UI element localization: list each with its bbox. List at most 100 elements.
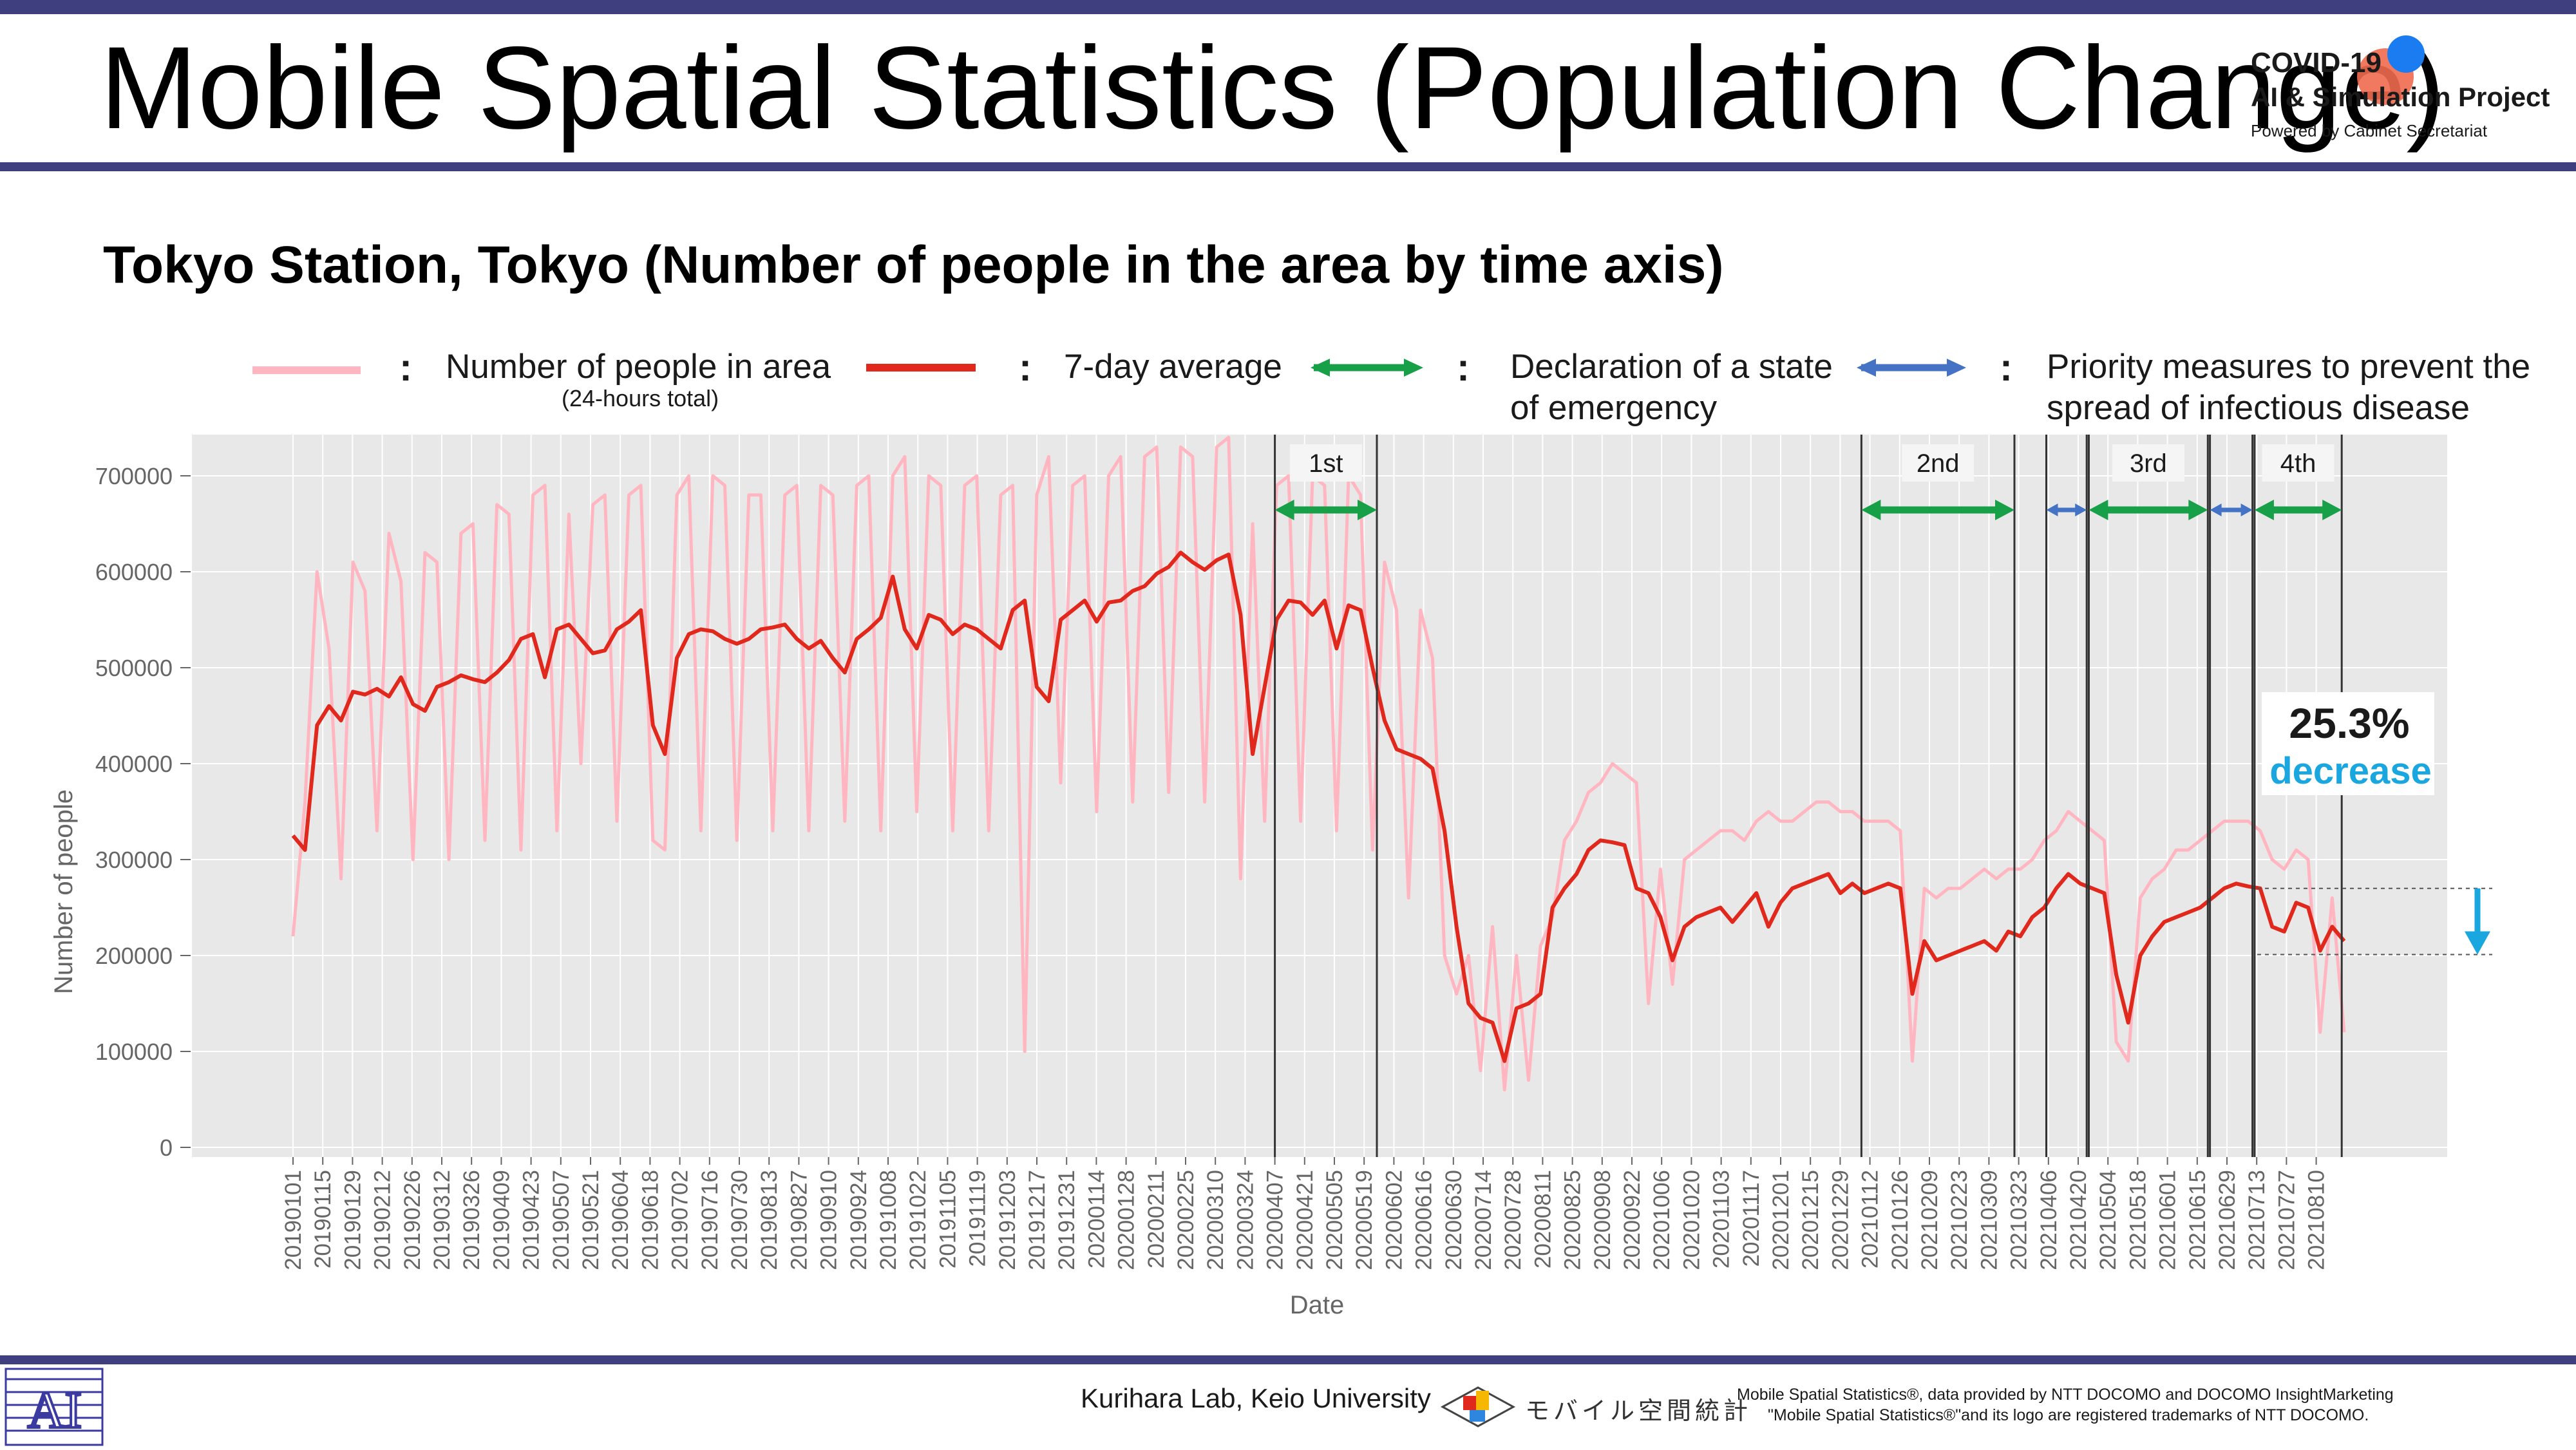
x-tick-label: 20210615	[2185, 1170, 2210, 1270]
x-tick-label: 20190115	[310, 1170, 336, 1268]
y-tick-label: 700000	[95, 463, 173, 489]
population-line-chart: 1st 2nd 3rd 4th 0 100000 200000 300000 400000 50…	[50, 435, 2492, 1319]
x-tick-label: 20190129	[340, 1170, 365, 1270]
x-tick-label: 20191217	[1025, 1170, 1050, 1270]
x-tick-label: 20190409	[489, 1170, 514, 1270]
period-arrow-head	[2254, 500, 2274, 520]
x-tick-label: 20210629	[2215, 1170, 2240, 1270]
y-tick-label: 400000	[95, 751, 173, 777]
logo-line2: AI & Simulation Project	[2251, 82, 2550, 112]
x-tick-label: 20190423	[519, 1170, 544, 1270]
logo-blue-circle	[2387, 35, 2425, 73]
y-tick-label: 600000	[95, 559, 173, 585]
x-tick-label: 20190827	[786, 1170, 811, 1270]
x-tick-label: 20210223	[1947, 1170, 1972, 1270]
x-tick-label: 20190924	[846, 1170, 871, 1270]
x-tick-label: 20190604	[608, 1170, 633, 1270]
period-arrow-head	[1995, 500, 2014, 520]
x-tick-label: 20190730	[727, 1170, 752, 1270]
x-tick-label: 20190326	[459, 1170, 484, 1270]
y-tick-label: 300000	[95, 847, 173, 873]
x-tick-label: 20200128	[1114, 1170, 1139, 1270]
period-arrow-head	[1274, 500, 1294, 520]
annotation-percent: 25.3%	[2289, 699, 2409, 747]
x-tick-label: 20210309	[1976, 1170, 2002, 1270]
decrease-annotation: 25.3% decrease	[2257, 692, 2492, 956]
avg-series-layer	[291, 551, 2346, 1063]
x-tick-label: 20210518	[2125, 1170, 2150, 1270]
x-tick-label: 20210126	[1888, 1170, 1913, 1270]
x-tick-label: 20191008	[876, 1170, 901, 1270]
x-tick-label: 20210727	[2274, 1170, 2299, 1270]
covid-project-logo: COVID-19 AI & Simulation Project Powered…	[2251, 35, 2560, 151]
x-tick-label: 20190312	[430, 1170, 455, 1270]
x-tick-label: 20200407	[1263, 1170, 1288, 1270]
x-tick-label: 20200211	[1144, 1170, 1169, 1268]
x-tick-label: 20200630	[1441, 1170, 1466, 1270]
x-tick-label: 20200714	[1471, 1170, 1496, 1270]
legend-priority-arrow	[1857, 359, 1966, 377]
x-tick-label: 20210209	[1917, 1170, 1942, 1270]
y-tick-label: 200000	[95, 943, 173, 969]
x-tick-label: 20201201	[1768, 1170, 1794, 1270]
y-tick-labels: 0 100000 200000 300000 400000 500000 600000 700…	[95, 463, 191, 1161]
period-label: 3rd	[2130, 449, 2167, 478]
y-axis-title: Number of people	[50, 789, 78, 994]
legend-colon-4: :	[2000, 346, 2012, 389]
period-label-box	[2262, 444, 2334, 482]
x-tick-label: 20200421	[1293, 1170, 1318, 1270]
legend-colon-3: :	[1457, 346, 1470, 389]
x-tick-label: 20190618	[638, 1170, 663, 1270]
legend-avg-label: 7-day average	[1064, 348, 1282, 386]
legend-daily-sublabel: (24-hours total)	[562, 385, 719, 411]
avg-series-line	[291, 551, 2346, 1063]
svg-text:AI: AI	[28, 1382, 82, 1439]
x-axis-title: Date	[1290, 1291, 1345, 1319]
y-tick-label: 500000	[95, 655, 173, 681]
x-tick-label: 20200825	[1560, 1170, 1586, 1270]
logo-line3: Powered by Cabinet Secretariat	[2251, 121, 2488, 140]
x-tick-label: 20210504	[2096, 1170, 2121, 1270]
x-tick-label: 20191105	[935, 1170, 960, 1268]
x-tick-label: 20200505	[1322, 1170, 1347, 1270]
x-tick-label: 20210601	[2155, 1170, 2181, 1270]
x-tick-label: 20210713	[2244, 1170, 2269, 1270]
x-tick-label: 20200616	[1412, 1170, 1437, 1270]
x-tick-label: 20201229	[1828, 1170, 1853, 1270]
legend-emergency-label-1: Declaration of a state	[1510, 348, 1833, 386]
period-arrow-head	[2075, 504, 2087, 516]
footer-note-2: "Mobile Spatial Statistics®"and its logo…	[1768, 1406, 2369, 1424]
x-tick-label: 20200225	[1173, 1170, 1198, 1270]
period-arrow-head	[1358, 500, 1377, 520]
x-tick-label: 20190212	[370, 1170, 395, 1270]
period-label-box	[1289, 444, 1362, 482]
x-tick-label: 20201006	[1649, 1170, 1674, 1270]
period-markers-layer: 1st 2nd 3rd 4th	[1274, 435, 2343, 1157]
period-arrow-head	[2188, 500, 2208, 520]
legend-priority-label-2: spread of infectious disease	[2047, 389, 2470, 427]
x-tick-label: 20201103	[1709, 1170, 1734, 1268]
x-tick-label: 20190702	[668, 1170, 693, 1270]
x-tick-label: 20201215	[1798, 1170, 1823, 1270]
keio-lab-logo: AI	[5, 1368, 104, 1446]
footer-lab-name: Kurihara Lab, Keio University	[1081, 1383, 1431, 1413]
legend-priority-label-1: Priority measures to prevent the	[2047, 348, 2531, 386]
x-tick-label: 20190716	[697, 1170, 723, 1270]
x-tick-label: 20200922	[1620, 1170, 1645, 1270]
mobile-statistics-logo	[1440, 1386, 1516, 1427]
y-tick-label: 100000	[95, 1039, 173, 1065]
x-tick-label: 20200324	[1233, 1170, 1258, 1270]
annotation-arrow-head	[2465, 931, 2490, 955]
x-tick-label: 20200908	[1590, 1170, 1615, 1270]
x-tick-label: 20190813	[757, 1170, 782, 1270]
footer-note-1: Mobile Spatial Statistics®, data provide…	[1737, 1386, 2394, 1404]
period-label-box	[1902, 444, 1975, 482]
top-border-bar	[0, 0, 2576, 14]
legend-symbols	[252, 359, 1966, 377]
x-tick-label: 20200310	[1203, 1170, 1228, 1270]
y-tick-label: 0	[160, 1135, 173, 1161]
period-arrow-head	[2240, 504, 2253, 516]
legend-emergency-label-2: of emergency	[1510, 389, 1718, 427]
x-tick-label: 20200519	[1352, 1170, 1377, 1270]
x-tick-label: 20190226	[400, 1170, 425, 1270]
